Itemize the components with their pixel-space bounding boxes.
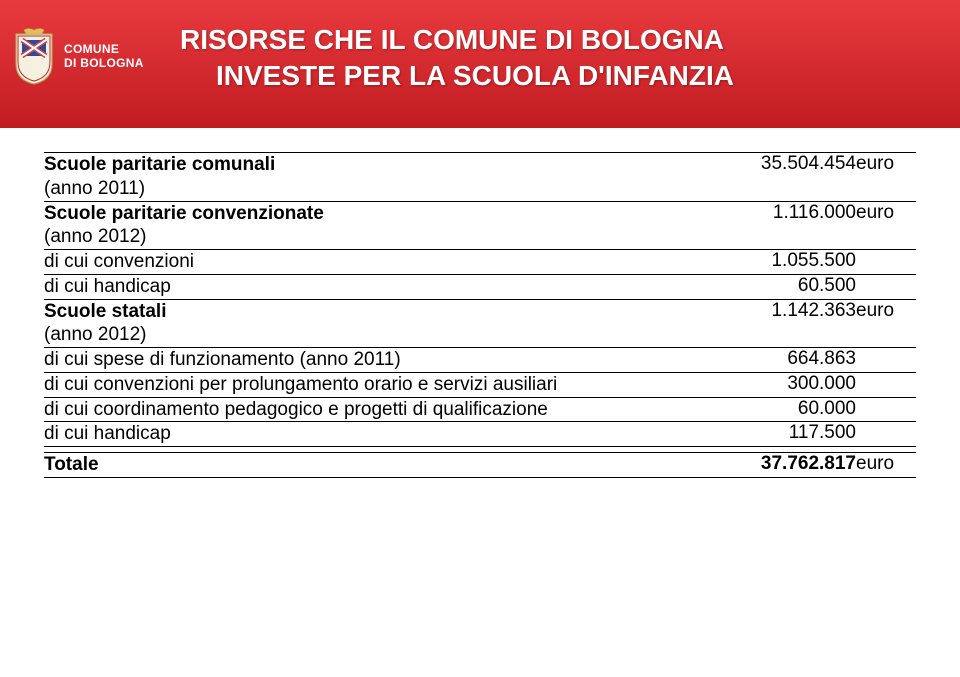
table-row-total: Totale 37.762.817 euro — [44, 453, 916, 478]
row-amount: 117.500 — [696, 422, 856, 447]
row-label: di cui convenzioni per prolungamento ora… — [44, 372, 696, 397]
row-label: di cui convenzioni — [44, 250, 696, 275]
row-amount: 664.863 — [696, 348, 856, 373]
row-unit — [856, 274, 916, 299]
row-label-sub: (anno 2011) — [44, 178, 145, 199]
row-unit: euro — [856, 299, 916, 348]
row-unit: euro — [856, 453, 916, 478]
crest-icon — [12, 28, 56, 86]
table-row: di cui convenzioni 1.055.500 — [44, 250, 916, 275]
title-block: RISORSE CHE IL COMUNE DI BOLOGNA INVESTE… — [180, 22, 940, 95]
row-unit — [856, 250, 916, 275]
data-table: Scuole paritarie comunali (anno 2011) 35… — [44, 152, 916, 478]
row-label-sub: (anno 2012) — [44, 324, 146, 345]
row-label-bold: Totale — [44, 454, 99, 475]
row-unit: euro — [856, 201, 916, 250]
row-unit — [856, 348, 916, 373]
header-band: COMUNE DI BOLOGNA RISORSE CHE IL COMUNE … — [0, 0, 960, 128]
row-label: di cui handicap — [44, 274, 696, 299]
row-unit — [856, 397, 916, 422]
table-row: di cui coordinamento pedagogico e proget… — [44, 397, 916, 422]
row-label: di cui coordinamento pedagogico e proget… — [44, 397, 696, 422]
row-amount: 60.000 — [696, 397, 856, 422]
row-label-sub: (anno 2012) — [44, 226, 146, 247]
table-row: di cui convenzioni per prolungamento ora… — [44, 372, 916, 397]
logo-text-line2: DI BOLOGNA — [64, 57, 144, 71]
table-row: Scuole paritarie convenzionate (anno 201… — [44, 201, 916, 250]
title-line-1: RISORSE CHE IL COMUNE DI BOLOGNA — [180, 22, 940, 58]
row-label-bold: Scuole paritarie convenzionate — [44, 203, 324, 224]
table-row: di cui handicap 60.500 — [44, 274, 916, 299]
content-area: Scuole paritarie comunali (anno 2011) 35… — [0, 128, 960, 478]
table-row: di cui spese di funzionamento (anno 2011… — [44, 348, 916, 373]
logo-block: COMUNE DI BOLOGNA — [12, 28, 144, 86]
row-label: di cui handicap — [44, 422, 696, 447]
row-amount: 300.000 — [696, 372, 856, 397]
row-unit — [856, 422, 916, 447]
table-row: di cui handicap 117.500 — [44, 422, 916, 447]
row-amount: 1.142.363 — [696, 299, 856, 348]
row-unit: euro — [856, 153, 916, 202]
row-amount: 37.762.817 — [696, 453, 856, 478]
row-amount: 1.116.000 — [696, 201, 856, 250]
row-unit — [856, 372, 916, 397]
table-row: Scuole paritarie comunali (anno 2011) 35… — [44, 153, 916, 202]
logo-text-line1: COMUNE — [64, 43, 144, 57]
title-line-2: INVESTE PER LA SCUOLA D'INFANZIA — [180, 58, 940, 94]
row-label-bold: Scuole statali — [44, 301, 167, 322]
logo-text: COMUNE DI BOLOGNA — [64, 43, 144, 71]
row-label: di cui spese di funzionamento (anno 2011… — [44, 348, 696, 373]
row-amount: 1.055.500 — [696, 250, 856, 275]
row-amount: 35.504.454 — [696, 153, 856, 202]
row-label-bold: Scuole paritarie comunali — [44, 154, 275, 175]
table-row: Scuole statali (anno 2012) 1.142.363 eur… — [44, 299, 916, 348]
row-amount: 60.500 — [696, 274, 856, 299]
